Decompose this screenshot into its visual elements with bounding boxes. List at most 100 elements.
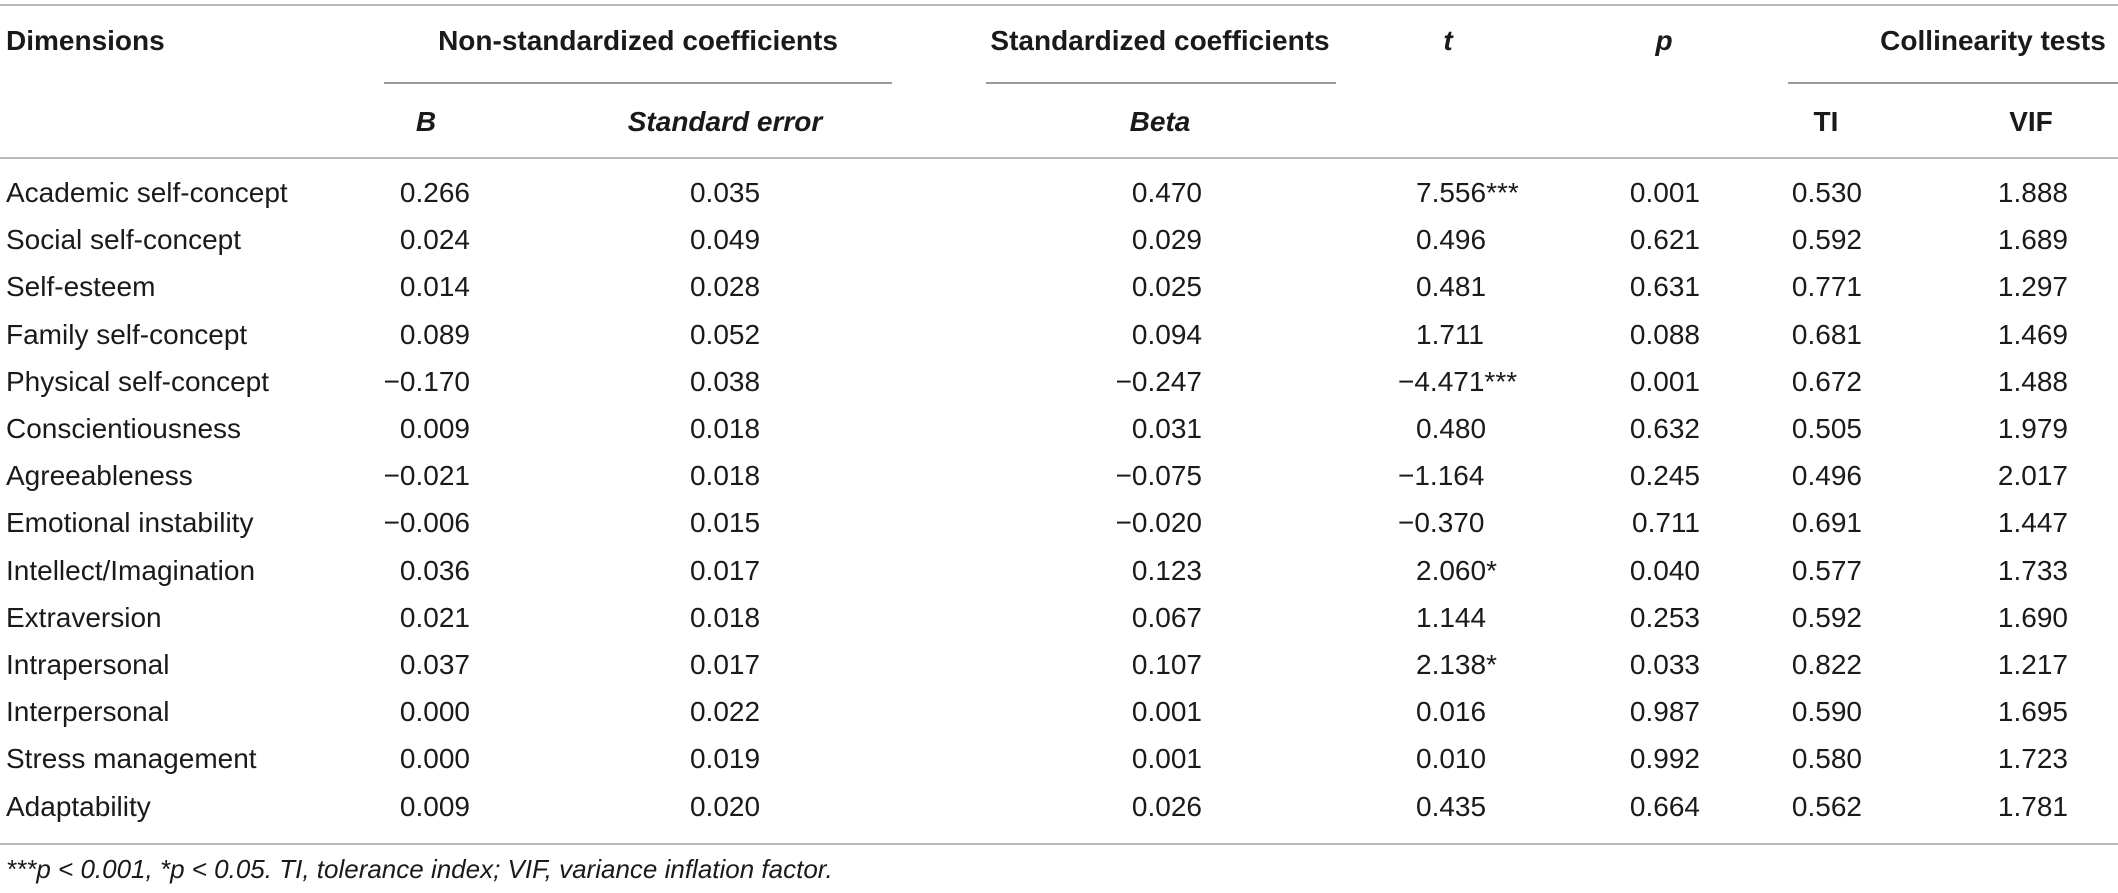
- cell-t: −4.471***: [1398, 366, 1518, 397]
- cell-ti: 0.691: [1791, 507, 1862, 538]
- header-t: t: [1443, 25, 1453, 56]
- cell-dimension: Social self-concept: [6, 224, 242, 255]
- cell-vif: 1.690: [1997, 602, 2068, 633]
- cell-p: 0.631: [1629, 271, 1700, 302]
- cell-p: 0.040: [1629, 555, 1700, 586]
- cell-t: 0.016: [1416, 696, 1487, 727]
- header-b: B: [415, 106, 437, 137]
- header-non-standardized: Non-standardized coefficients: [438, 25, 838, 56]
- cell-dimension: Agreeableness: [6, 460, 193, 491]
- cell-vif: 1.689: [1997, 224, 2068, 255]
- cell-vif: 1.297: [1997, 271, 2068, 302]
- cell-vif: 1.488: [1997, 366, 2068, 397]
- cell-ti: 0.562: [1791, 791, 1862, 822]
- cell-b: −0.170: [383, 366, 470, 397]
- cell-b: 0.009: [399, 791, 470, 822]
- cell-standard-error: 0.038: [689, 366, 761, 397]
- cell-vif: 2.017: [1997, 460, 2068, 491]
- cell-b: 0.021: [399, 602, 470, 633]
- cell-t: 1.144: [1416, 602, 1487, 633]
- cell-standard-error: 0.019: [689, 743, 761, 774]
- cell-vif: 1.447: [1997, 507, 2068, 538]
- cell-p: 0.001: [1629, 366, 1700, 397]
- cell-dimension: Self-esteem: [6, 271, 156, 302]
- cell-dimension: Intellect/Imagination: [6, 555, 256, 586]
- cell-p: 0.245: [1629, 460, 1700, 491]
- cell-standard-error: 0.052: [689, 319, 761, 350]
- cell-p: 0.253: [1629, 602, 1700, 633]
- cell-p: 0.088: [1629, 319, 1700, 350]
- cell-ti: 0.681: [1791, 319, 1862, 350]
- cell-p: 0.033: [1629, 649, 1700, 680]
- cell-beta: 0.001: [1131, 696, 1202, 727]
- cell-t: 0.496: [1416, 224, 1487, 255]
- cell-standard-error: 0.018: [689, 460, 761, 491]
- cell-ti: 0.577: [1791, 555, 1862, 586]
- cell-beta: −0.020: [1115, 507, 1202, 538]
- cell-t: 0.435: [1416, 791, 1487, 822]
- cell-p: 0.711: [1632, 507, 1700, 538]
- cell-standard-error: 0.018: [689, 602, 761, 633]
- table-bottom-rule: [0, 843, 2118, 845]
- cell-ti: 0.580: [1791, 743, 1862, 774]
- cell-p: 0.632: [1629, 413, 1700, 444]
- cell-t: 1.711: [1416, 319, 1484, 350]
- cell-standard-error: 0.028: [689, 271, 761, 302]
- collinearity-span-rule: [1788, 82, 2118, 84]
- cell-ti: 0.496: [1791, 460, 1862, 491]
- cell-standard-error: 0.022: [689, 696, 761, 727]
- cell-b: 0.024: [399, 224, 470, 255]
- cell-beta: 0.026: [1131, 791, 1202, 822]
- cell-beta: −0.075: [1115, 460, 1202, 491]
- cell-t: 2.138*: [1416, 649, 1497, 680]
- cell-t: −0.370: [1398, 507, 1485, 538]
- cell-beta: 0.123: [1131, 555, 1202, 586]
- cell-b: 0.000: [399, 743, 470, 774]
- cell-standard-error: 0.020: [689, 791, 761, 822]
- cell-ti: 0.672: [1791, 366, 1862, 397]
- cell-standard-error: 0.035: [689, 177, 761, 208]
- cell-ti: 0.530: [1791, 177, 1862, 208]
- cell-standard-error: 0.018: [689, 413, 761, 444]
- header-bottom-rule: [0, 157, 2118, 159]
- header-collinearity: Collinearity tests: [1880, 25, 2106, 56]
- cell-dimension: Intrapersonal: [6, 649, 170, 680]
- cell-t: 7.556***: [1416, 177, 1519, 208]
- cell-ti: 0.822: [1791, 649, 1862, 680]
- cell-dimension: Academic self-concept: [6, 177, 288, 208]
- header-standardized: Standardized coefficients: [990, 25, 1330, 56]
- cell-beta: 0.029: [1131, 224, 1202, 255]
- cell-ti: 0.505: [1791, 413, 1862, 444]
- cell-beta: 0.031: [1131, 413, 1202, 444]
- cell-dimension: Extraversion: [6, 602, 162, 633]
- cell-dimension: Family self-concept: [6, 319, 248, 350]
- standardized-span-rule: [986, 82, 1336, 84]
- cell-beta: 0.470: [1131, 177, 1202, 208]
- cell-ti: 0.590: [1791, 696, 1862, 727]
- cell-b: 0.009: [399, 413, 470, 444]
- header-ti: TI: [1813, 106, 1839, 137]
- table-top-rule: [0, 4, 2118, 6]
- header-dimensions: Dimensions: [6, 25, 165, 56]
- cell-beta: 0.001: [1131, 743, 1202, 774]
- cell-ti: 0.771: [1791, 271, 1862, 302]
- cell-vif: 1.979: [1997, 413, 2068, 444]
- cell-b: −0.006: [383, 507, 470, 538]
- cell-dimension: Conscientiousness: [6, 413, 242, 444]
- cell-dimension: Adaptability: [6, 791, 151, 822]
- cell-b: 0.014: [399, 271, 470, 302]
- cell-beta: 0.107: [1131, 649, 1202, 680]
- header-beta: Beta: [1129, 106, 1191, 137]
- cell-standard-error: 0.049: [689, 224, 761, 255]
- header-standard-error: Standard error: [627, 106, 823, 137]
- cell-b: 0.036: [399, 555, 470, 586]
- cell-beta: 0.067: [1131, 602, 1202, 633]
- cell-vif: 1.888: [1997, 177, 2068, 208]
- cell-beta: 0.094: [1131, 319, 1202, 350]
- cell-p: 0.992: [1629, 743, 1700, 774]
- cell-vif: 1.723: [1997, 743, 2068, 774]
- cell-standard-error: 0.015: [689, 507, 761, 538]
- cell-b: 0.000: [399, 696, 470, 727]
- header-p: p: [1655, 25, 1673, 56]
